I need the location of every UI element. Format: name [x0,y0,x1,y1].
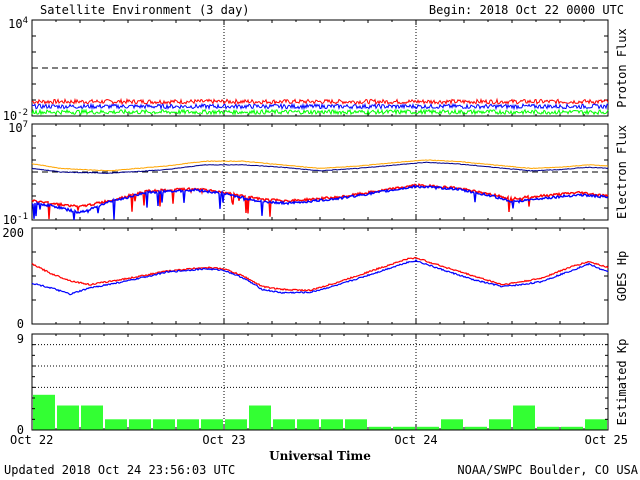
electron-series-orange [31,159,609,172]
kp-bar [57,405,79,430]
proton-series-red [31,97,609,106]
kp-bar [321,419,343,430]
x-tick-label: Oct 23 [202,433,245,447]
kp-bar [33,394,55,430]
updated-time: Updated 2018 Oct 24 23:56:03 UTC [4,463,235,477]
electron-series-navy [31,161,609,175]
kp-bar [561,426,583,430]
kp-bar [537,426,559,430]
kp-bar [513,405,535,430]
proton-y-label-bottom: 10-2 [3,108,28,123]
hp-y-label-top: 200 [2,226,24,240]
proton-series-green [31,107,609,117]
chart-title: Satellite Environment (3 day) [40,3,250,17]
kp-bar [273,419,295,430]
kp-bar [369,426,391,430]
proton-series-blue [31,102,609,111]
proton-y-label-top: 104 [8,16,28,31]
kp-bar [393,426,415,430]
kp-y-label-top: 9 [17,332,24,346]
electron-y-label-top: 107 [8,120,28,135]
kp-bar [129,419,151,430]
kp-bar [297,419,319,430]
kp-bar [81,405,103,430]
credit-line: NOAA/SWPC Boulder, CO USA [457,463,638,477]
electron-y-label-bottom: 10-1 [3,212,28,227]
proton-axis-title: Proton Flux [615,28,629,107]
electron-series-blue [31,184,609,221]
kp-bar [249,405,271,430]
hp-series-red [31,256,609,292]
kp-bar [417,426,439,430]
x-tick-label: Oct 22 [10,433,53,447]
hp-axis-title: GOES Hp [615,251,629,302]
hp-y-label-bottom: 0 [17,317,24,331]
kp-bar [345,419,367,430]
hp-series-blue [31,258,609,296]
kp-y-label-bottom: 0 [17,423,24,437]
kp-bar [585,419,607,430]
x-axis-label: Universal Time [269,449,371,463]
kp-bar [225,419,247,430]
kp-bar [201,419,223,430]
kp-bar [489,419,511,430]
kp-bar [153,419,175,430]
kp-axis-title: Estimated Kp [615,339,629,426]
kp-bar [105,419,127,430]
kp-bar [465,426,487,430]
x-tick-label: Oct 24 [394,433,437,447]
begin-time: Begin: 2018 Oct 22 0000 UTC [429,3,624,17]
panel-frame-2 [31,227,609,325]
electron-axis-title: Electron Flux [615,125,629,219]
panel-frame-1 [31,123,609,221]
kp-bar [177,419,199,430]
x-tick-label: Oct 25 [585,433,628,447]
kp-bar [441,419,463,430]
